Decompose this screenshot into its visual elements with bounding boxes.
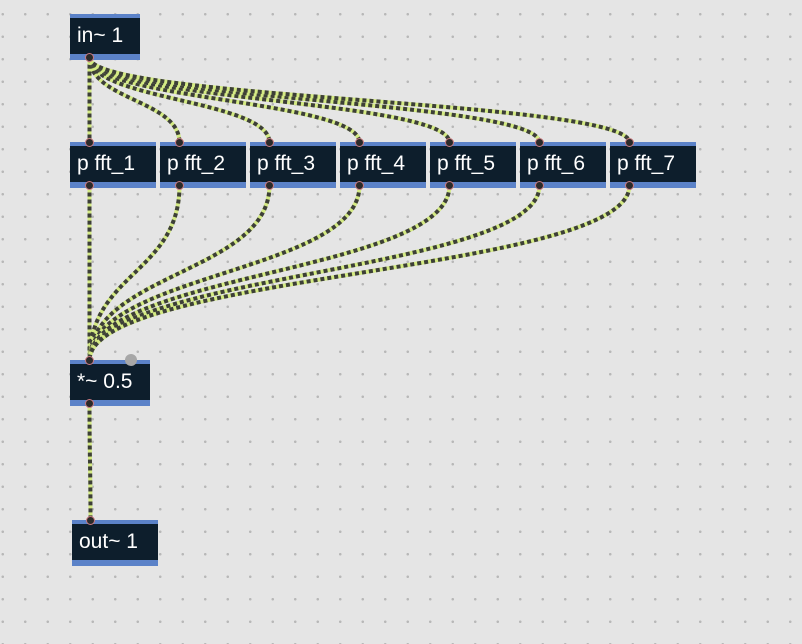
- patchcord-dash: [87, 185, 452, 361]
- inlet[interactable]: [265, 138, 274, 147]
- object-p-fft-1[interactable]: p fft_1: [70, 138, 156, 190]
- outlet[interactable]: [85, 181, 94, 190]
- outlet[interactable]: [445, 181, 454, 190]
- patchcord-dash: [87, 56, 452, 144]
- inlet[interactable]: [625, 138, 634, 147]
- object-label: p fft_3: [257, 151, 315, 175]
- patchcord-fft5-to-mul[interactable]: [87, 185, 452, 361]
- object-in-1[interactable]: in~ 1: [70, 14, 140, 62]
- inlet[interactable]: [85, 138, 94, 147]
- outlet[interactable]: [85, 53, 94, 62]
- inlet-right[interactable]: [125, 354, 137, 366]
- inlet[interactable]: [175, 138, 184, 147]
- patchcord-in1-to-fft4[interactable]: [87, 56, 362, 144]
- patchcord-fft7-to-mul[interactable]: [87, 185, 632, 361]
- object-label: in~ 1: [77, 23, 124, 47]
- inlet[interactable]: [355, 138, 364, 147]
- patchcord-base: [87, 57, 272, 143]
- patchcord-dash: [87, 185, 362, 361]
- inlet[interactable]: [86, 516, 95, 525]
- inlet[interactable]: [445, 138, 454, 147]
- object-label: p fft_2: [167, 151, 225, 175]
- patchcord-base: [87, 56, 632, 144]
- patchcord-fft3-to-mul[interactable]: [87, 185, 272, 361]
- object-p-fft-4[interactable]: p fft_4: [340, 138, 426, 190]
- object-label: p fft_6: [527, 151, 585, 175]
- patchcord-fft6-to-mul[interactable]: [87, 185, 542, 361]
- inlet-left[interactable]: [85, 356, 94, 365]
- patchcord-dash: [87, 56, 632, 144]
- patchcord-mul-to-out1[interactable]: [87, 403, 93, 521]
- object-p-fft-5[interactable]: p fft_5: [430, 138, 516, 190]
- patchcord-base: [87, 185, 362, 361]
- inlet[interactable]: [535, 138, 544, 147]
- patchcord-base: [87, 185, 182, 361]
- outlet[interactable]: [625, 181, 634, 190]
- patchcord-base: [87, 57, 182, 143]
- patchcord-base: [87, 56, 362, 144]
- patchcord-fft2-to-mul[interactable]: [87, 185, 182, 361]
- patchcord-base: [87, 56, 452, 144]
- patchcord-base: [87, 403, 93, 521]
- patchcord-dash: [87, 185, 272, 361]
- patchcord-dash: [87, 403, 93, 521]
- object-p-fft-3[interactable]: p fft_3: [250, 138, 336, 190]
- patchcord-dash: [87, 185, 542, 361]
- patchcord-base: [87, 185, 542, 361]
- patchcord-base: [87, 56, 542, 144]
- object-label: p fft_1: [77, 151, 135, 175]
- object-label: p fft_4: [347, 151, 405, 175]
- object-label: p fft_5: [437, 151, 495, 175]
- patchcord-in1-to-fft2[interactable]: [87, 57, 182, 143]
- patchcord-in1-to-fft5[interactable]: [87, 56, 452, 144]
- object-label: *~ 0.5: [77, 369, 133, 393]
- patchcord-dash: [87, 56, 362, 144]
- patchcord-dash: [87, 185, 182, 361]
- outlet[interactable]: [355, 181, 364, 190]
- object-p-fft-6[interactable]: p fft_6: [520, 138, 606, 190]
- object-multiply[interactable]: *~ 0.5: [70, 354, 150, 408]
- outlet[interactable]: [85, 399, 94, 408]
- patchcord-base: [87, 185, 272, 361]
- patchcord-in1-to-fft7[interactable]: [87, 56, 632, 144]
- patchcord-in1-to-fft3[interactable]: [87, 57, 272, 143]
- patchcord-fft4-to-mul[interactable]: [87, 185, 362, 361]
- outlet[interactable]: [175, 181, 184, 190]
- patchcord-dash: [87, 185, 632, 361]
- object-p-fft-7[interactable]: p fft_7: [610, 138, 696, 190]
- object-label: p fft_7: [617, 151, 675, 175]
- patchcord-base: [87, 185, 452, 361]
- outlet[interactable]: [535, 181, 544, 190]
- object-out-1[interactable]: out~ 1: [72, 516, 158, 566]
- patchcord-dash: [87, 56, 542, 144]
- patchcord-dash: [87, 57, 182, 143]
- patchcord-base: [87, 185, 632, 361]
- object-p-fft-2[interactable]: p fft_2: [160, 138, 246, 190]
- patchcord-dash: [87, 57, 272, 143]
- object-label: out~ 1: [79, 529, 138, 553]
- patchcord-in1-to-fft6[interactable]: [87, 56, 542, 144]
- outlet[interactable]: [265, 181, 274, 190]
